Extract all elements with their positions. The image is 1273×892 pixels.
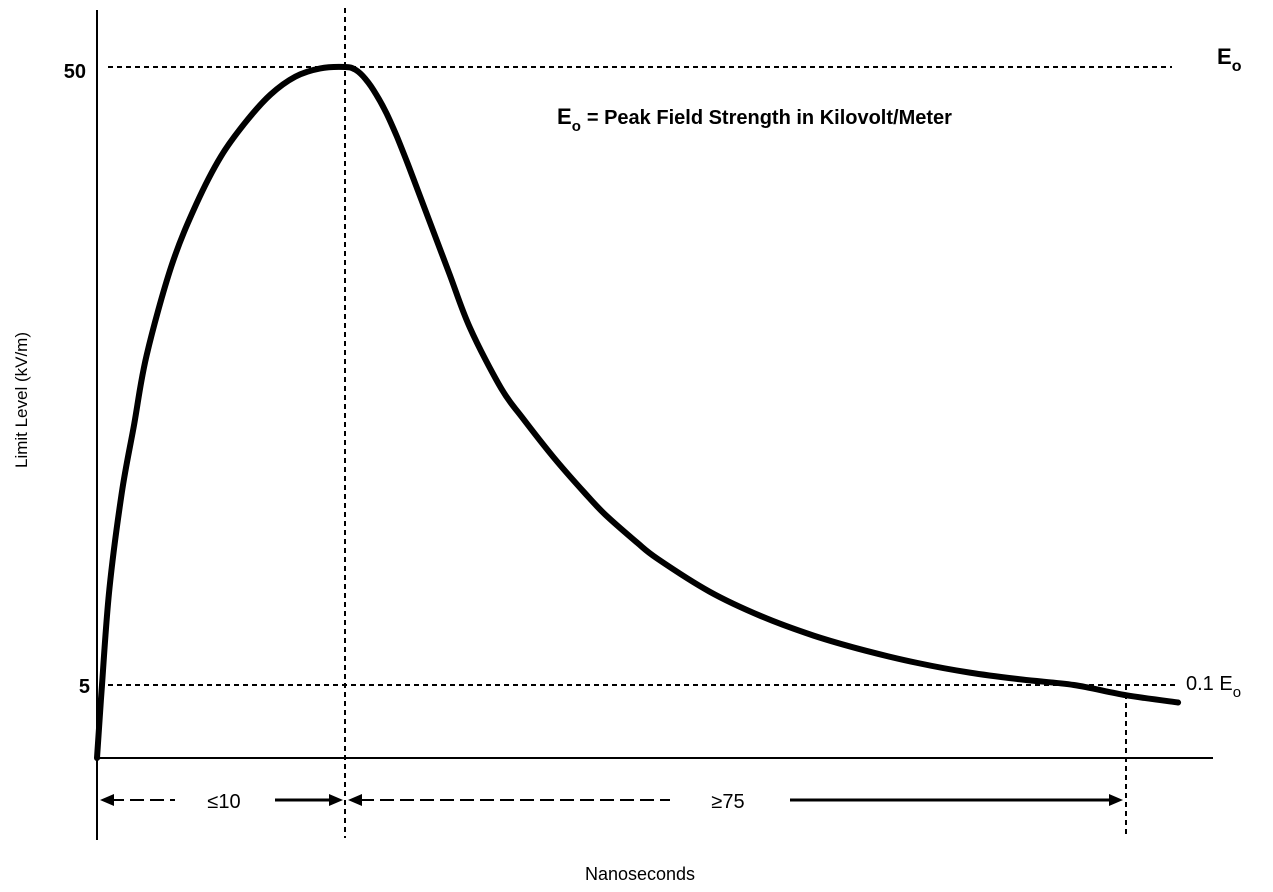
series-line-field-strength xyxy=(94,63,1182,761)
annotation-symbol: E xyxy=(557,104,572,129)
peak-reference-symbol: E xyxy=(1217,44,1232,69)
interval-rise-left-arrowhead xyxy=(100,794,114,806)
y-axis-label: Limit Level (kV/m) xyxy=(12,332,31,468)
tenth-peak-reference-subscript: o xyxy=(1233,684,1241,701)
interval-decay-left-arrowhead xyxy=(348,794,362,806)
annotation-text: = Peak Field Strength in Kilovolt/Meter xyxy=(587,107,952,129)
annotation: Eo = Peak Field Strength in Kilovolt/Mete… xyxy=(557,104,952,135)
series-points xyxy=(95,65,1180,760)
interval-rise: ≤10 xyxy=(100,791,343,813)
tenth-peak-reference-text: 0.1 E xyxy=(1186,673,1233,695)
interval-decay-right-arrowhead xyxy=(1109,794,1123,806)
interval-rise-right-arrowhead xyxy=(329,794,343,806)
annotation-subscript: o xyxy=(572,118,581,135)
peak-reference-label: Eo xyxy=(1217,44,1242,75)
tenth-peak-reference-label: 0.1 Eo xyxy=(1186,673,1241,701)
peak-reference-subscript: o xyxy=(1232,58,1242,75)
interval-decay: ≥75 xyxy=(348,791,1123,813)
interval-rise-label: ≤10 xyxy=(207,791,240,813)
x-axis-label: Nanoseconds xyxy=(585,864,695,884)
y-tick-label-50: 50 xyxy=(64,61,86,83)
y-tick-label-5: 5 xyxy=(79,676,90,698)
interval-decay-label: ≥75 xyxy=(711,791,744,813)
